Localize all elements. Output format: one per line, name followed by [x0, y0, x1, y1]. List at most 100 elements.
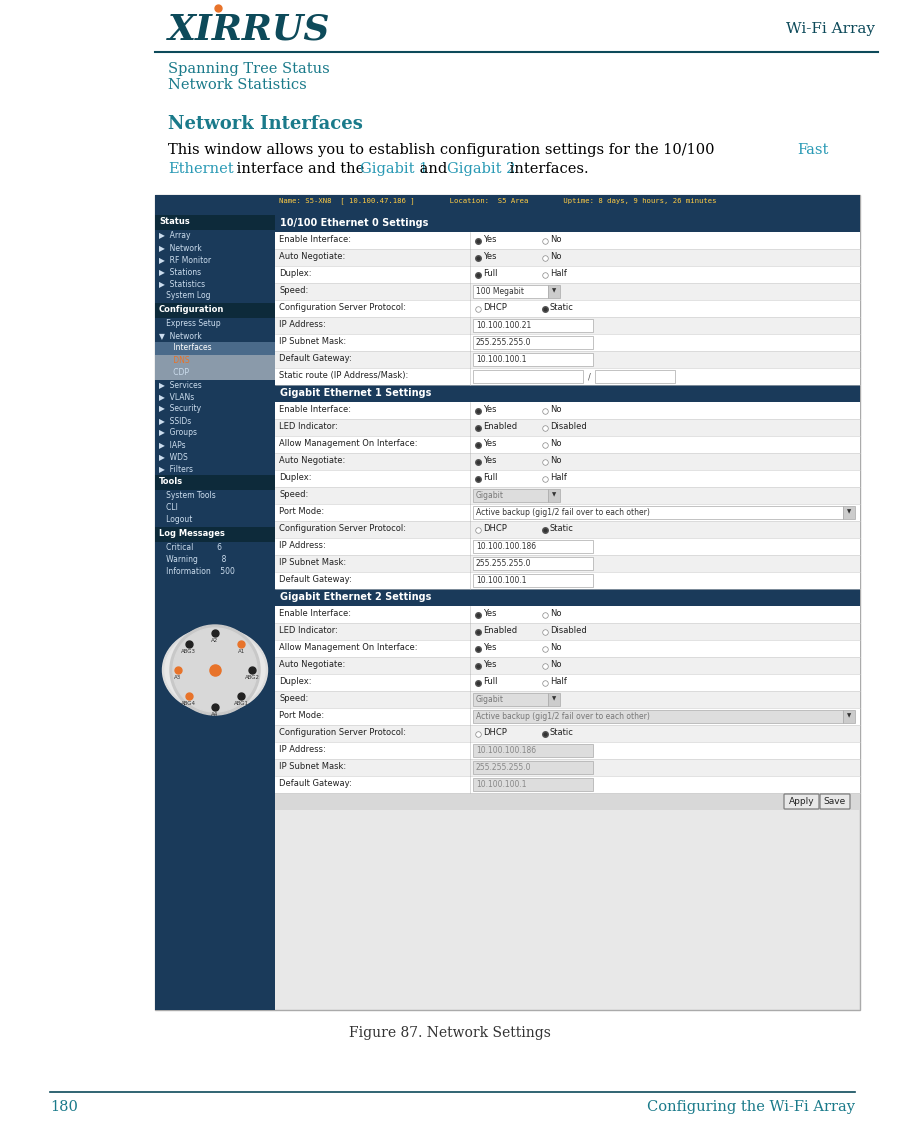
Bar [548, 692, 560, 706]
Text: CDP: CDP [159, 368, 189, 377]
Text: Network Statistics: Network Statistics [168, 78, 306, 92]
Text: Default Gateway:: Default Gateway: [279, 575, 351, 584]
Text: IP Address:: IP Address: [279, 745, 326, 754]
Bar [275, 470, 860, 487]
Text: XIRRUS: XIRRUS [168, 13, 331, 47]
Bar [275, 792, 860, 810]
Bar [473, 692, 548, 706]
Text: Active backup (gig1/2 fail over to each other): Active backup (gig1/2 fail over to each … [476, 508, 650, 517]
Text: No: No [550, 405, 561, 414]
Text: Disabled: Disabled [550, 626, 587, 634]
Text: Gigabit Ethernet 1 Settings: Gigabit Ethernet 1 Settings [280, 388, 432, 398]
Bar [473, 557, 593, 570]
Bar [275, 775, 860, 792]
Text: ▼: ▼ [552, 696, 556, 702]
Bar [275, 760, 860, 775]
Text: 10.100.100.1: 10.100.100.1 [476, 355, 526, 364]
Bar [473, 337, 593, 349]
Text: ▶  Security: ▶ Security [159, 404, 201, 413]
Text: ▶  Statistics: ▶ Statistics [159, 279, 205, 288]
Text: Log Messages: Log Messages [159, 529, 225, 538]
Text: Disabled: Disabled [550, 422, 587, 431]
Bar [275, 589, 860, 606]
Ellipse shape [162, 628, 268, 713]
Bar [275, 487, 860, 504]
Text: Allow Management On Interface:: Allow Management On Interface: [279, 644, 417, 652]
Bar [155, 215, 275, 230]
Text: Static: Static [550, 302, 574, 312]
Text: 10.100.100.1: 10.100.100.1 [476, 576, 526, 586]
Text: ABG4: ABG4 [181, 702, 196, 706]
Bar [595, 370, 675, 383]
Bar [275, 453, 860, 470]
Text: Half: Half [550, 473, 567, 482]
Text: Auto Negotiate:: Auto Negotiate: [279, 456, 345, 465]
Text: Half: Half [550, 269, 567, 279]
Bar [473, 709, 843, 723]
Bar [473, 574, 593, 587]
Text: Figure 87. Network Settings: Figure 87. Network Settings [349, 1026, 551, 1040]
Text: Yes: Yes [483, 609, 496, 619]
Text: No: No [550, 609, 561, 619]
Bar [275, 521, 860, 538]
Bar [275, 640, 860, 657]
Text: DHCP: DHCP [483, 728, 507, 737]
Text: ▶  SSIDs: ▶ SSIDs [159, 416, 191, 425]
Bar [275, 555, 860, 572]
Text: Gigabit 2: Gigabit 2 [447, 161, 515, 176]
Text: System Log: System Log [159, 291, 211, 300]
Bar [473, 761, 593, 774]
FancyBboxPatch shape [820, 794, 850, 810]
Text: Active backup (gig1/2 fail over to each other): Active backup (gig1/2 fail over to each … [476, 712, 650, 721]
Text: Configuration Server Protocol:: Configuration Server Protocol: [279, 524, 406, 533]
Text: Fast: Fast [797, 143, 828, 157]
Text: Gigabit Ethernet 2 Settings: Gigabit Ethernet 2 Settings [280, 592, 432, 601]
Bar [473, 370, 583, 383]
Bar [155, 355, 275, 368]
Text: ABG1: ABG1 [233, 702, 249, 706]
Bar [155, 342, 275, 355]
Text: No: No [550, 659, 561, 669]
Text: Port Mode:: Port Mode: [279, 507, 324, 516]
Text: IP Subnet Mask:: IP Subnet Mask: [279, 558, 346, 567]
Text: A1: A1 [238, 649, 245, 654]
Bar [275, 420, 860, 435]
Bar [155, 196, 860, 1010]
FancyBboxPatch shape [784, 794, 819, 810]
Text: No: No [550, 644, 561, 652]
Text: IP Address:: IP Address: [279, 541, 326, 550]
Text: 10.100.100.21: 10.100.100.21 [476, 321, 532, 330]
Bar [155, 528, 275, 542]
Text: Configuration Server Protocol:: Configuration Server Protocol: [279, 302, 406, 312]
Text: This window allows you to establish configuration settings for the 10/100: This window allows you to establish conf… [168, 143, 719, 157]
Text: 255.255.255.0: 255.255.255.0 [476, 763, 532, 772]
Text: Status: Status [159, 217, 190, 226]
Text: and: and [415, 161, 452, 176]
Bar [275, 317, 860, 334]
Bar [275, 215, 860, 232]
Bar [155, 196, 275, 1010]
Bar [473, 285, 548, 298]
Bar [275, 538, 860, 555]
Bar [275, 249, 860, 266]
Text: Yes: Yes [483, 659, 496, 669]
Bar [275, 657, 860, 674]
Bar [275, 196, 860, 215]
Text: ▶  Filters: ▶ Filters [159, 464, 193, 473]
Text: Configuring the Wi-Fi Array: Configuring the Wi-Fi Array [647, 1099, 855, 1114]
Text: Full: Full [483, 473, 497, 482]
Text: LED Indicator:: LED Indicator: [279, 422, 338, 431]
Text: Enable Interface:: Enable Interface: [279, 609, 351, 619]
Bar [275, 623, 860, 640]
Bar [275, 283, 860, 300]
Text: ABG2: ABG2 [244, 675, 259, 680]
Text: Ethernet: Ethernet [168, 161, 233, 176]
Bar [275, 266, 860, 283]
Text: DHCP: DHCP [483, 302, 507, 312]
Text: No: No [550, 456, 561, 465]
Text: ▶  Network: ▶ Network [159, 243, 202, 252]
Text: ▼: ▼ [552, 288, 556, 293]
Text: No: No [550, 439, 561, 448]
Bar [275, 725, 860, 742]
Text: Yes: Yes [483, 644, 496, 652]
